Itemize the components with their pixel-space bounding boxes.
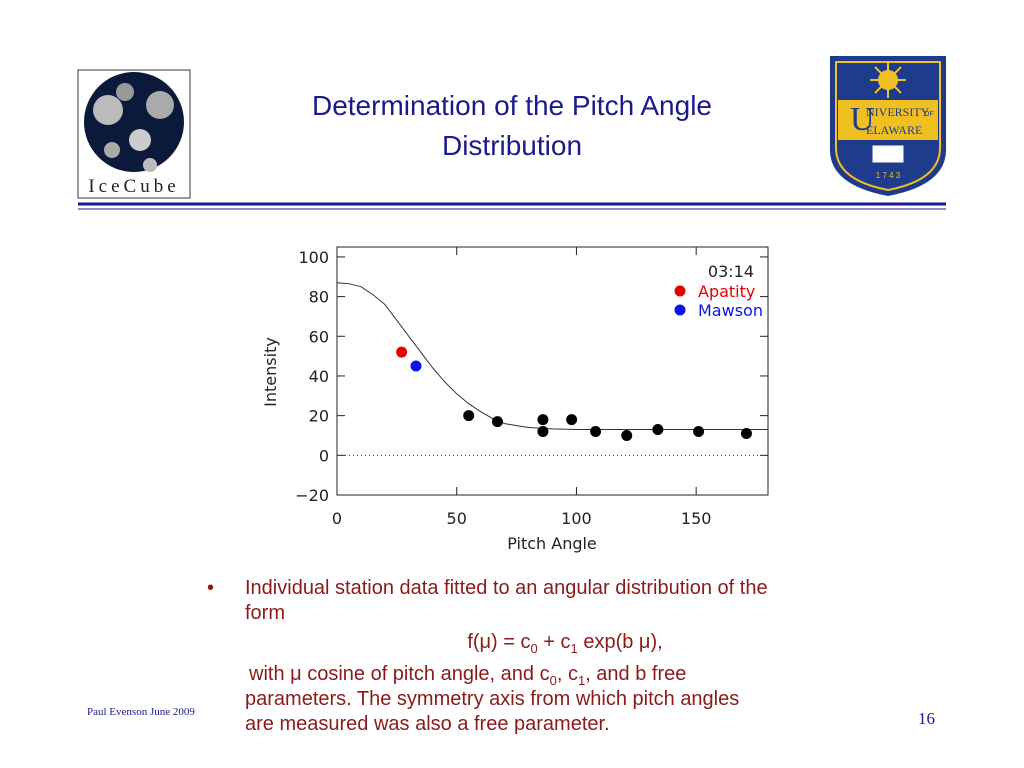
point bbox=[537, 426, 549, 438]
text-part: , and b free bbox=[585, 663, 686, 685]
subscript: 0 bbox=[550, 673, 557, 688]
formula-part: + c bbox=[538, 631, 571, 653]
plot-frame bbox=[336, 246, 769, 496]
body-text: form bbox=[245, 602, 285, 624]
body-text: are measured was also a free parameter. bbox=[245, 713, 610, 735]
y-tick-label: 40 bbox=[309, 367, 329, 386]
y-axis-label: Intensity bbox=[261, 337, 280, 407]
icecube-logo: IceCube bbox=[77, 69, 191, 199]
svg-text:U: U bbox=[850, 101, 875, 138]
text-part: with μ cosine of pitch angle, and c bbox=[248, 663, 550, 685]
delaware-logo: U NIVERSITY OF ELAWARE 1 7 4 3 bbox=[830, 56, 946, 196]
bullet: • bbox=[207, 577, 214, 599]
text-part: , c bbox=[557, 663, 578, 685]
y-tick-label: 60 bbox=[309, 327, 329, 346]
formula-part: f(μ) = c bbox=[467, 631, 530, 653]
point bbox=[537, 414, 549, 426]
point bbox=[491, 416, 503, 428]
y-tick-label: 80 bbox=[309, 288, 329, 307]
x-tick-label: 100 bbox=[561, 509, 592, 528]
y-tick-label: 20 bbox=[309, 407, 329, 426]
y-tick-label: 100 bbox=[298, 248, 329, 267]
logo-text: OF bbox=[924, 111, 934, 118]
title: Determination of the Pitch Angle bbox=[312, 90, 712, 121]
logo-text: NIVERSITY bbox=[866, 105, 930, 119]
subscript: 1 bbox=[578, 673, 585, 688]
point bbox=[740, 427, 752, 439]
legend-marker bbox=[674, 285, 686, 297]
footer-author: Paul Evenson June 2009 bbox=[87, 706, 195, 718]
point bbox=[621, 429, 633, 441]
subscript: 1 bbox=[571, 641, 578, 656]
page-number: 16 bbox=[918, 709, 935, 728]
title: Distribution bbox=[442, 130, 582, 161]
formula-part: exp(b μ), bbox=[578, 631, 663, 653]
body-text: with μ cosine of pitch angle, and c0, c1… bbox=[248, 663, 686, 688]
point bbox=[590, 426, 602, 438]
legend-label: Apatity bbox=[698, 282, 755, 301]
x-tick-label: 50 bbox=[447, 509, 467, 528]
chart: Pitch Angle Intensity 03:14 −20020406080… bbox=[261, 246, 769, 553]
point bbox=[566, 414, 578, 426]
annotation: 03:14 bbox=[708, 262, 754, 281]
x-tick-label: 150 bbox=[681, 509, 712, 528]
logo-text: IceCube bbox=[88, 176, 179, 197]
point bbox=[396, 346, 408, 358]
point bbox=[410, 360, 422, 372]
body-text: parameters. The symmetry axis from which… bbox=[245, 688, 739, 710]
legend-marker bbox=[674, 304, 686, 316]
point bbox=[652, 424, 664, 436]
x-tick-label: 0 bbox=[332, 509, 342, 528]
y-tick-label: −20 bbox=[295, 486, 329, 505]
y-tick-label: 0 bbox=[319, 446, 329, 465]
logo-text: ELAWARE bbox=[866, 123, 922, 137]
body-text: Individual station data fitted to an ang… bbox=[245, 577, 768, 599]
logo-text: 1 7 4 3 bbox=[876, 171, 901, 180]
point bbox=[463, 410, 475, 422]
point bbox=[693, 426, 705, 438]
legend-label: Mawson bbox=[698, 301, 763, 320]
formula: f(μ) = c0 + c1 exp(b μ), bbox=[467, 631, 662, 656]
x-axis-label: Pitch Angle bbox=[507, 534, 597, 553]
subscript: 0 bbox=[531, 641, 538, 656]
